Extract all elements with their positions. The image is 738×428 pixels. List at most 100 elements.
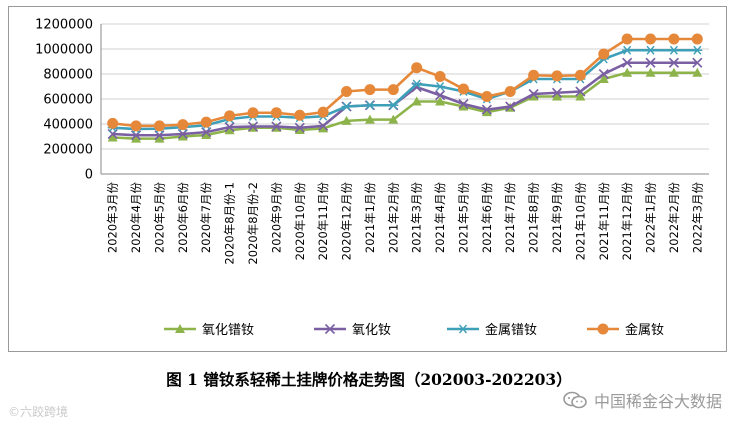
data-point bbox=[271, 121, 282, 132]
data-point bbox=[388, 114, 399, 124]
marker-stroke bbox=[412, 79, 421, 89]
x-tick-label: 2020年8月份-1 bbox=[223, 182, 237, 265]
watermark-right: 中国稀金谷大数据 bbox=[562, 388, 722, 412]
data-point bbox=[435, 82, 446, 91]
data-point bbox=[528, 88, 539, 100]
data-point bbox=[318, 120, 329, 131]
marker-stroke bbox=[247, 121, 259, 132]
marker-stroke bbox=[692, 57, 703, 68]
marker-stroke bbox=[693, 45, 702, 55]
marker-stroke bbox=[551, 87, 563, 98]
y-tick-label: 800000 bbox=[43, 68, 93, 83]
legend-item: 金属镨钕 bbox=[447, 322, 537, 338]
marker-stroke bbox=[271, 121, 282, 132]
legend-marker bbox=[324, 323, 336, 335]
data-point bbox=[177, 131, 188, 141]
data-point bbox=[668, 67, 679, 77]
data-point bbox=[691, 33, 703, 45]
legend-label: 氧化镨钕 bbox=[202, 322, 254, 338]
y-tick-label: 1000000 bbox=[35, 43, 93, 58]
data-point bbox=[364, 100, 375, 110]
marker-stroke bbox=[436, 82, 445, 91]
marker-stroke bbox=[481, 104, 492, 115]
x-tick-label: 2020年6月份 bbox=[176, 182, 190, 254]
x-tick-label: 2020年11月份 bbox=[316, 182, 330, 261]
data-point bbox=[294, 122, 305, 133]
data-point bbox=[645, 67, 656, 77]
data-point bbox=[364, 114, 375, 124]
x-tick-label: 2021年10月份 bbox=[573, 182, 587, 261]
data-point bbox=[598, 74, 609, 83]
series-line-3 bbox=[112, 37, 698, 128]
data-point bbox=[574, 69, 586, 81]
data-point bbox=[200, 116, 212, 128]
x-tick-label: 2020年4月份 bbox=[129, 182, 143, 254]
x-tick-label: 2021年8月份 bbox=[527, 182, 541, 254]
data-point bbox=[552, 91, 562, 101]
x-tick-label: 2021年3月份 bbox=[410, 182, 424, 254]
legend-label: 氧化钕 bbox=[352, 322, 391, 338]
data-point bbox=[668, 57, 679, 68]
x-tick-label: 2021年9月份 bbox=[550, 182, 564, 254]
x-tick-label: 2021年12月份 bbox=[620, 182, 634, 261]
data-point bbox=[505, 101, 516, 112]
data-point bbox=[668, 45, 679, 55]
data-point bbox=[341, 102, 352, 111]
marker-stroke bbox=[389, 100, 398, 110]
marker-stroke bbox=[224, 122, 235, 133]
x-tick-label: 2020年3月份 bbox=[106, 182, 120, 254]
legend-marker bbox=[175, 324, 185, 333]
data-point bbox=[224, 125, 235, 135]
marker-stroke bbox=[458, 98, 469, 110]
marker-stroke bbox=[623, 45, 632, 55]
data-point bbox=[598, 48, 610, 60]
marker-stroke bbox=[342, 102, 351, 111]
x-tick-label: 2021年2月份 bbox=[386, 182, 400, 254]
data-point bbox=[435, 90, 446, 101]
legend-item: 氧化镨钕 bbox=[164, 322, 254, 338]
data-point bbox=[481, 104, 492, 115]
data-point bbox=[645, 33, 657, 45]
marker-stroke bbox=[528, 88, 539, 100]
y-tick-label: 0 bbox=[85, 168, 93, 183]
marker-stroke bbox=[598, 68, 609, 80]
data-point bbox=[528, 69, 540, 81]
data-point bbox=[622, 57, 633, 68]
marker-stroke bbox=[575, 86, 586, 97]
figure-caption: 图 1 镨钕系轻稀土挂牌价格走势图（202003-202203） bbox=[166, 370, 572, 389]
data-point bbox=[528, 91, 539, 101]
x-tick-label: 2020年12月份 bbox=[340, 182, 354, 261]
legend-label: 金属钕 bbox=[625, 322, 664, 338]
data-point bbox=[692, 67, 703, 77]
data-point bbox=[645, 45, 656, 55]
data-point bbox=[551, 87, 563, 98]
data-point bbox=[201, 130, 212, 139]
x-tick-label: 2021年11月份 bbox=[597, 182, 611, 261]
data-point bbox=[224, 110, 236, 122]
legend-marker bbox=[458, 324, 468, 334]
x-tick-label: 2020年5月份 bbox=[152, 182, 166, 254]
marker-stroke bbox=[505, 101, 516, 112]
x-tick-label: 2021年7月份 bbox=[503, 182, 517, 254]
x-tick-label: 2021年4月份 bbox=[433, 182, 447, 254]
data-point bbox=[645, 57, 656, 68]
data-point bbox=[154, 133, 165, 143]
chart-frame: 0 200000 400000 600000 800000 1000000 1200000 2… bbox=[8, 6, 727, 352]
y-tick-label: 600000 bbox=[43, 93, 93, 108]
data-point bbox=[388, 100, 399, 110]
marker-stroke bbox=[458, 324, 468, 334]
x-tick-label: 2021年1月份 bbox=[363, 182, 377, 254]
marker-stroke bbox=[324, 323, 336, 335]
data-point bbox=[435, 96, 446, 106]
data-point bbox=[621, 33, 633, 45]
series-line-2 bbox=[112, 48, 698, 131]
data-point bbox=[575, 91, 586, 101]
data-point bbox=[247, 107, 259, 119]
data-point bbox=[341, 115, 352, 125]
series-line-0 bbox=[112, 71, 698, 140]
data-point bbox=[622, 45, 633, 55]
data-point bbox=[457, 83, 469, 95]
data-point bbox=[294, 109, 306, 121]
y-tick-label: 200000 bbox=[43, 143, 93, 158]
x-tick-label: 2022年1月份 bbox=[644, 182, 658, 254]
